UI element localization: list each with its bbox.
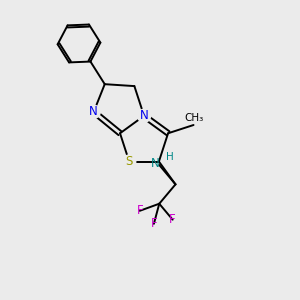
Circle shape	[137, 109, 151, 122]
Text: F: F	[169, 213, 176, 226]
Text: F: F	[136, 204, 143, 217]
Text: CH₃: CH₃	[184, 113, 203, 124]
Text: H: H	[166, 152, 173, 162]
Text: N: N	[151, 157, 159, 170]
Circle shape	[87, 105, 100, 118]
Text: N: N	[89, 105, 98, 118]
Circle shape	[123, 155, 136, 168]
Text: N: N	[140, 109, 148, 122]
Text: S: S	[125, 155, 133, 168]
Text: F: F	[151, 217, 157, 230]
